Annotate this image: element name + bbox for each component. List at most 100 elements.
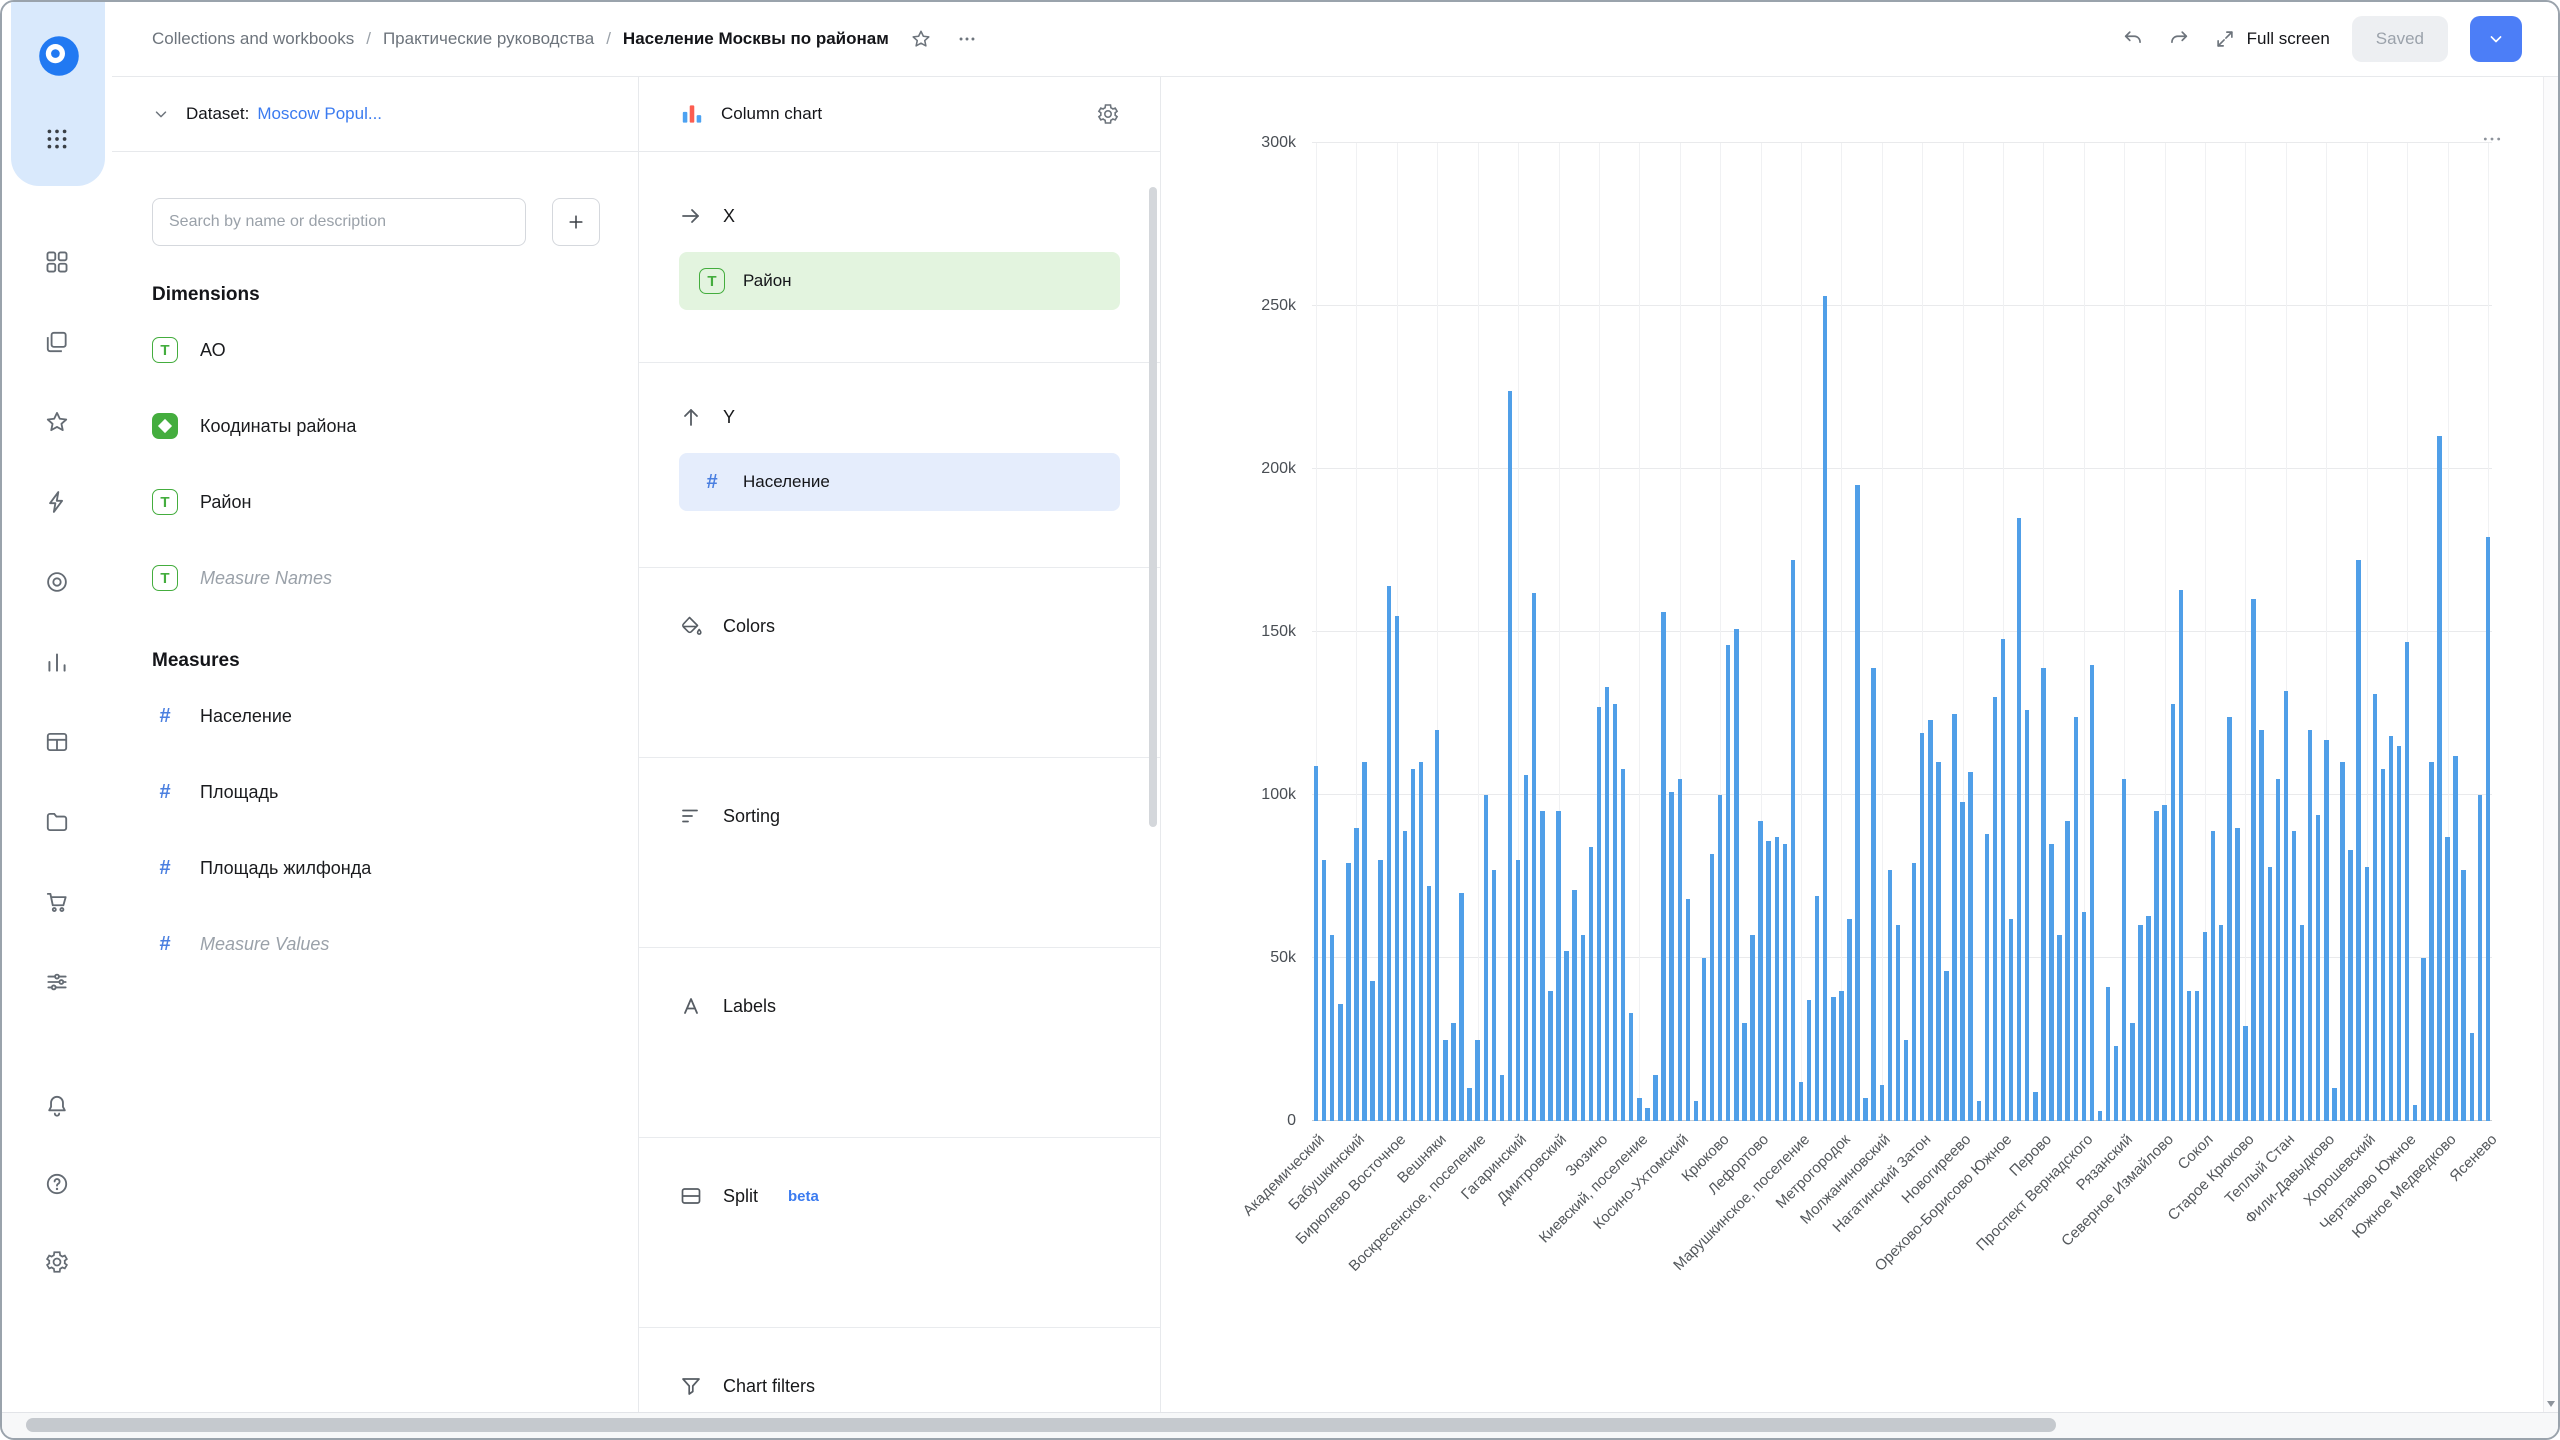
dimension-field[interactable]: Коодинаты района — [112, 388, 638, 464]
dataset-name-link[interactable]: Moscow Popul... — [257, 104, 383, 123]
datalens-logo[interactable] — [35, 32, 83, 80]
measure-field[interactable]: # Площадь жилфонда — [112, 830, 638, 906]
bar[interactable] — [1968, 772, 1973, 1121]
bar[interactable] — [1790, 560, 1796, 1121]
bar[interactable] — [2348, 850, 2353, 1121]
bar[interactable] — [2016, 517, 2022, 1121]
bar[interactable] — [2332, 1088, 2337, 1121]
bar[interactable] — [2372, 693, 2378, 1121]
dataset-collapse-chevron-icon[interactable] — [152, 105, 170, 123]
sorting-section[interactable]: Sorting — [639, 757, 1160, 947]
bar[interactable] — [2477, 795, 2483, 1121]
bar[interactable] — [1507, 390, 1513, 1121]
bar[interactable] — [2291, 830, 2297, 1121]
folder-icon[interactable] — [35, 800, 79, 844]
bar[interactable] — [2227, 716, 2232, 1121]
bar[interactable] — [1774, 837, 1779, 1121]
bar[interactable] — [2461, 869, 2466, 1121]
split-section[interactable]: Split beta — [639, 1137, 1160, 1327]
scroll-down-arrow-icon[interactable] — [2547, 1401, 2555, 1407]
bar[interactable] — [2097, 1111, 2103, 1121]
measure-field[interactable]: # Площадь — [112, 754, 638, 830]
bar[interactable] — [2170, 703, 2175, 1121]
bar[interactable] — [1887, 869, 1893, 1121]
add-field-button[interactable] — [552, 198, 600, 246]
bar[interactable] — [1629, 1013, 1634, 1121]
chart-menu-icon[interactable] — [2478, 129, 2508, 149]
bar[interactable] — [1839, 990, 1844, 1121]
bar[interactable] — [1944, 971, 1949, 1121]
bar[interactable] — [2219, 925, 2224, 1121]
field-search-input[interactable] — [152, 198, 526, 246]
bar[interactable] — [1515, 860, 1521, 1121]
bar[interactable] — [2324, 739, 2329, 1121]
bar[interactable] — [1645, 1107, 1650, 1121]
bar[interactable] — [1855, 485, 1860, 1121]
bar[interactable] — [1523, 775, 1529, 1121]
bar[interactable] — [1726, 645, 1731, 1121]
bar[interactable] — [2178, 589, 2184, 1121]
bar[interactable] — [1338, 1003, 1343, 1121]
bar[interactable] — [1903, 1039, 1909, 1121]
bar[interactable] — [2105, 987, 2111, 1121]
bar[interactable] — [1386, 586, 1391, 1121]
bar[interactable] — [1604, 687, 1610, 1121]
bar[interactable] — [2049, 843, 2054, 1121]
bar[interactable] — [1992, 697, 1998, 1121]
bar[interactable] — [1451, 1023, 1456, 1121]
horizontal-scrollbar[interactable] — [2, 1412, 2558, 1438]
bar[interactable] — [2380, 768, 2386, 1121]
bar[interactable] — [1410, 768, 1416, 1121]
bar[interactable] — [2130, 1023, 2135, 1121]
bar[interactable] — [1766, 840, 1771, 1121]
bar[interactable] — [1402, 830, 1408, 1121]
bar[interactable] — [1685, 899, 1691, 1121]
measure-field[interactable]: # Measure Values — [112, 906, 638, 982]
redo-icon[interactable] — [2167, 27, 2191, 51]
horizontal-scrollbar-thumb[interactable] — [26, 1418, 2056, 1432]
more-actions-icon[interactable] — [955, 27, 979, 51]
bar[interactable] — [2445, 837, 2450, 1121]
bar[interactable] — [2299, 925, 2305, 1121]
bar[interactable] — [1491, 869, 1497, 1121]
bar[interactable] — [2186, 990, 2192, 1121]
bar[interactable] — [2356, 560, 2361, 1121]
bar[interactable] — [1984, 834, 1990, 1121]
bar[interactable] — [1370, 980, 1375, 1121]
chart-icon[interactable] — [35, 640, 79, 684]
bar[interactable] — [2243, 1026, 2248, 1121]
bell-icon[interactable] — [35, 1084, 79, 1128]
bar[interactable] — [1548, 990, 1553, 1121]
bar[interactable] — [1879, 1085, 1884, 1121]
dimension-field[interactable]: T Район — [112, 464, 638, 540]
bar[interactable] — [2316, 814, 2321, 1121]
bar[interactable] — [2146, 915, 2151, 1121]
bar[interactable] — [1540, 811, 1545, 1121]
y-field-pill[interactable]: # Население — [679, 453, 1120, 511]
bar[interactable] — [1580, 935, 1585, 1121]
bar[interactable] — [1596, 706, 1602, 1121]
bar[interactable] — [1499, 1075, 1505, 1121]
bar[interactable] — [2065, 821, 2070, 1121]
bar[interactable] — [2089, 664, 2095, 1121]
bar[interactable] — [2041, 667, 2046, 1121]
bar[interactable] — [1418, 762, 1424, 1121]
bar[interactable] — [1443, 1039, 1448, 1121]
bar[interactable] — [2122, 778, 2127, 1121]
bar[interactable] — [2453, 755, 2458, 1121]
bar[interactable] — [2412, 1104, 2418, 1121]
cart-icon[interactable] — [35, 880, 79, 924]
bar[interactable] — [1936, 762, 1941, 1121]
bar[interactable] — [2396, 746, 2402, 1121]
bar[interactable] — [1435, 729, 1440, 1121]
table-icon[interactable] — [35, 720, 79, 764]
bar[interactable] — [1329, 935, 1335, 1121]
bar[interactable] — [1814, 896, 1820, 1121]
bar[interactable] — [1426, 886, 1432, 1121]
saved-button[interactable]: Saved — [2351, 16, 2448, 62]
bar[interactable] — [1952, 713, 1957, 1121]
chart-settings-gear-icon[interactable] — [1096, 102, 1120, 126]
bar[interactable] — [1556, 811, 1561, 1121]
bar[interactable] — [1871, 667, 1876, 1121]
chart-filters-section[interactable]: Chart filters — [639, 1327, 1160, 1413]
